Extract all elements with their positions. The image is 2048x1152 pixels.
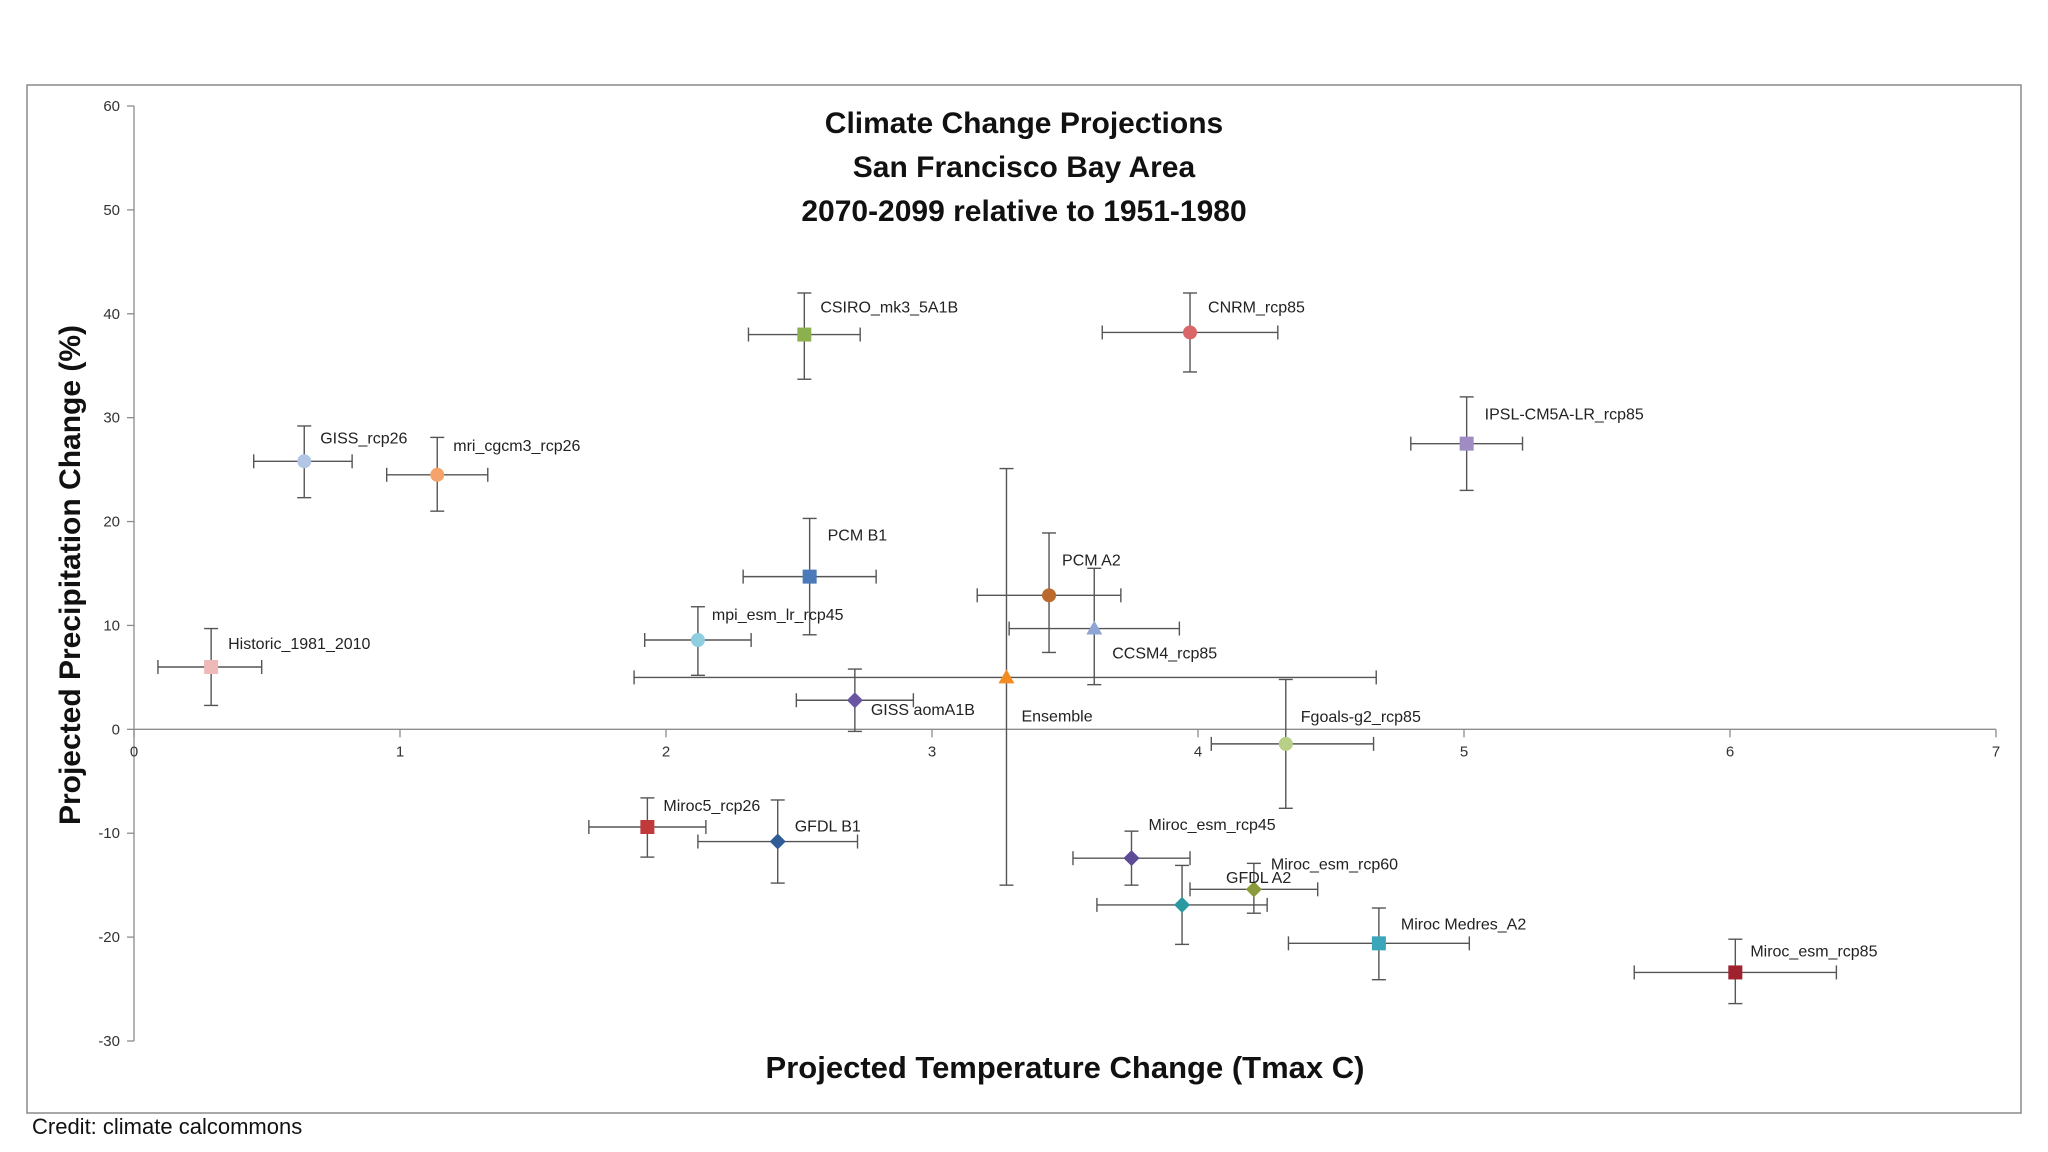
x-tick-label: 0	[130, 743, 138, 760]
data-point-label: Ensemble	[1021, 708, 1092, 725]
credit-text: Credit: climate calcommons	[32, 1114, 303, 1139]
data-point-circle	[1042, 588, 1057, 603]
x-axis-title: Projected Temperature Change (Tmax C)	[766, 1050, 1365, 1085]
data-point-diamond	[1174, 896, 1191, 913]
data-point-square	[797, 327, 812, 342]
y-tick-label: -20	[98, 929, 120, 946]
data-point-diamond	[1123, 850, 1140, 867]
chart-title-line: 2070-2099 relative to 1951-1980	[801, 195, 1246, 228]
x-tick-label: 7	[1992, 743, 2000, 760]
x-tick-label: 4	[1194, 743, 1202, 760]
data-point-label: PCM A2	[1062, 552, 1121, 569]
data-point-label: Historic_1981_2010	[228, 636, 370, 653]
data-point-square	[1459, 436, 1474, 451]
y-tick-label: 0	[112, 721, 120, 738]
data-point-square	[802, 569, 817, 584]
data-point-label: CNRM_rcp85	[1208, 299, 1305, 316]
data-point-label: Miroc_esm_rcp85	[1750, 943, 1877, 960]
data-point-label: CCSM4_rcp85	[1112, 646, 1217, 663]
data-point-circle	[297, 454, 312, 469]
y-axis-title: Projected Precipitation Change (%)	[54, 325, 87, 825]
data-point-circle	[690, 632, 705, 647]
data-point-label: PCM B1	[828, 528, 888, 545]
data-point-square	[1371, 936, 1386, 951]
data-point-diamond	[769, 833, 786, 850]
data-point-diamond	[846, 692, 863, 709]
data-point-label: Fgoals-g2_rcp85	[1301, 709, 1421, 726]
data-point-square	[640, 819, 655, 834]
data-point-label: GISS_rcp26	[320, 430, 407, 447]
chart-frame	[26, 84, 2022, 1114]
x-tick-label: 2	[662, 743, 670, 760]
chart-title-line: San Francisco Bay Area	[853, 151, 1196, 184]
y-tick-label: 50	[103, 202, 120, 219]
y-tick-label: 60	[103, 98, 120, 115]
data-point-triangle	[998, 669, 1015, 684]
data-point-circle	[1278, 736, 1293, 751]
y-tick-label: -30	[98, 1033, 120, 1050]
data-point-square	[1728, 965, 1743, 980]
y-tick-label: 40	[103, 306, 120, 323]
data-point-label: CSIRO_mk3_5A1B	[820, 300, 958, 317]
data-point-label: Miroc5_rcp26	[663, 798, 760, 815]
data-point-circle	[430, 467, 445, 482]
y-tick-label: 10	[103, 617, 120, 634]
data-point-triangle	[1086, 620, 1103, 635]
y-tick-label: -10	[98, 825, 120, 842]
data-point-circle	[1183, 325, 1198, 340]
chart-title-line: Climate Change Projections	[825, 107, 1223, 140]
y-tick-label: 20	[103, 514, 120, 531]
data-point-label: Miroc_esm_rcp45	[1149, 817, 1276, 834]
data-point-label: GFDL B1	[795, 819, 861, 836]
x-tick-label: 1	[396, 743, 404, 760]
data-point-label: GFDL A2	[1226, 870, 1291, 887]
data-point-label: IPSL-CM5A-LR_rcp85	[1485, 407, 1644, 424]
x-tick-label: 6	[1726, 743, 1734, 760]
data-point-label: Miroc Medres_A2	[1401, 916, 1526, 933]
x-tick-label: 5	[1460, 743, 1468, 760]
data-point-square	[204, 660, 219, 674]
data-point-label: Miroc_esm_rcp60	[1271, 856, 1398, 873]
data-point-diamond	[1245, 881, 1262, 898]
data-point-label: mri_cgcm3_rcp26	[453, 438, 580, 455]
data-point-label: mpi_esm_lr_rcp45	[712, 607, 844, 624]
x-tick-label: 3	[928, 743, 936, 760]
y-tick-label: 30	[103, 410, 120, 427]
data-point-label: GISS aomA1B	[871, 702, 975, 719]
